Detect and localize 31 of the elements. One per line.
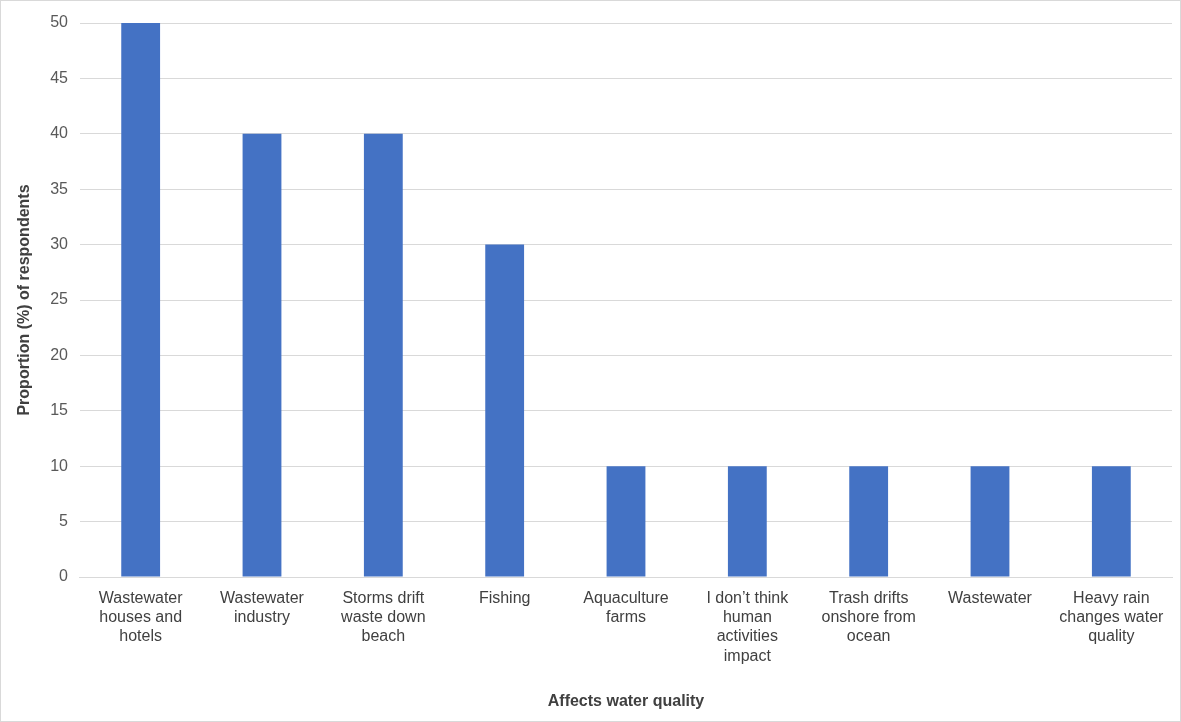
x-tick-label: Wastewater bbox=[948, 589, 1033, 607]
x-axis-title: Affects water quality bbox=[547, 691, 705, 709]
y-axis-title: Proportion (%) of respondents bbox=[15, 184, 33, 416]
x-tick-label: I don’t think human activities impact bbox=[706, 589, 790, 664]
x-tick-label: Aquaculture farms bbox=[583, 589, 669, 626]
y-tick-label: 15 bbox=[50, 401, 69, 419]
x-tick-label: Fishing bbox=[478, 589, 531, 607]
y-tick-label: 40 bbox=[50, 124, 69, 142]
bar bbox=[485, 244, 525, 577]
y-tick-label: 30 bbox=[50, 235, 69, 253]
bar bbox=[363, 133, 403, 577]
x-tick-label: Heavy rain changes water quality bbox=[1059, 589, 1165, 645]
x-tick-label: Trash drifts onshore from ocean bbox=[821, 589, 916, 645]
x-tick-label: Wastewater houses and hotels bbox=[98, 589, 184, 645]
bar bbox=[727, 466, 767, 577]
bar bbox=[606, 466, 646, 577]
y-tick-label: 5 bbox=[59, 512, 69, 530]
y-tick-label: 0 bbox=[59, 567, 69, 585]
y-tick-label: 50 bbox=[50, 13, 69, 31]
bar bbox=[242, 133, 282, 577]
bar bbox=[121, 23, 161, 577]
y-tick-label: 25 bbox=[50, 290, 69, 308]
y-tick-label: 20 bbox=[50, 345, 69, 363]
y-tick-label: 45 bbox=[50, 68, 69, 86]
y-tick-label: 10 bbox=[50, 456, 69, 474]
bar bbox=[970, 466, 1010, 577]
x-tick-label: Wastewater industry bbox=[220, 589, 305, 626]
bar bbox=[849, 466, 889, 577]
bar bbox=[1091, 466, 1131, 577]
y-tick-label: 35 bbox=[50, 179, 69, 197]
x-tick-label: Storms drift waste down beach bbox=[340, 589, 426, 645]
